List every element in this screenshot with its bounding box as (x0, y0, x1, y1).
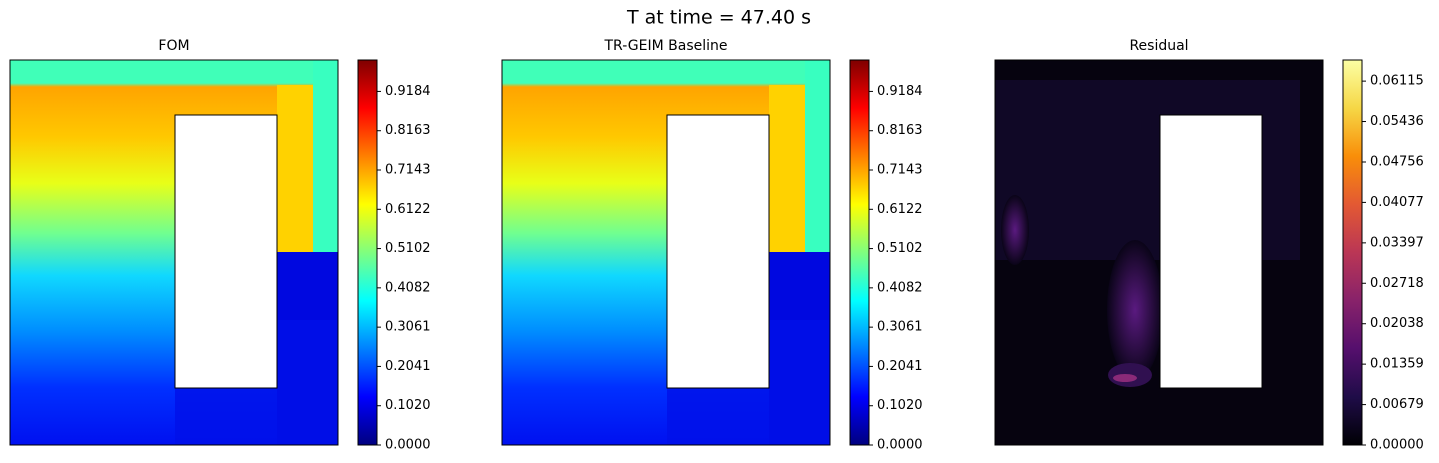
field-fom (9, 59, 339, 446)
colorbar-tick-label: 0.00000 (1370, 438, 1424, 453)
colorbar-tick-label: 0.6122 (385, 202, 431, 217)
colorbar (1342, 59, 1363, 446)
colorbar-tick-label: 0.06115 (1370, 74, 1424, 89)
colorbar-tick-label: 0.1020 (877, 398, 923, 413)
colorbar-tick-label: 0.5102 (877, 241, 923, 256)
panel-title: TR-GEIM Baseline (604, 38, 728, 54)
colorbar-tick-label: 0.3061 (385, 320, 431, 335)
panel-title: Residual (1129, 38, 1188, 54)
colorbar-tick-label: 0.04756 (1370, 154, 1424, 169)
colorbar-tick-label: 0.1020 (385, 398, 431, 413)
colorbar-tick-label: 0.9184 (877, 84, 923, 99)
panel-title: FOM (158, 38, 189, 54)
colorbar-tick-label: 0.03397 (1370, 235, 1424, 250)
colorbar-tick-label: 0.02038 (1370, 316, 1424, 331)
colorbar-tick-label: 0.3061 (877, 320, 923, 335)
field-baseline (501, 59, 831, 446)
figure-title: T at time = 47.40 s (626, 7, 811, 29)
colorbar-tick-label: 0.6122 (877, 202, 923, 217)
colorbar-tick-label: 0.8163 (877, 123, 923, 138)
colorbar-tick-label: 0.00679 (1370, 397, 1424, 412)
colorbar (849, 59, 870, 446)
colorbar-tick-label: 0.4082 (385, 280, 431, 295)
colorbar-tick-label: 0.8163 (385, 123, 431, 138)
colorbar-tick-label: 0.5102 (385, 241, 431, 256)
colorbar-tick-label: 0.7143 (877, 162, 923, 177)
colorbar-tick-label: 0.9184 (385, 84, 431, 99)
colorbar-tick-label: 0.4082 (877, 280, 923, 295)
colorbar-tick-label: 0.01359 (1370, 357, 1424, 372)
field-residual (994, 59, 1324, 446)
colorbar-tick-label: 0.0000 (385, 438, 431, 453)
colorbar-tick-label: 0.0000 (877, 438, 923, 453)
colorbar-tick-label: 0.04077 (1370, 195, 1424, 210)
colorbar (357, 59, 378, 446)
colorbar-tick-label: 0.05436 (1370, 114, 1424, 129)
colorbar-tick-label: 0.2041 (385, 359, 431, 374)
colorbar-tick-label: 0.02718 (1370, 276, 1424, 291)
colorbar-tick-label: 0.2041 (877, 359, 923, 374)
colorbar-tick-label: 0.7143 (385, 162, 431, 177)
